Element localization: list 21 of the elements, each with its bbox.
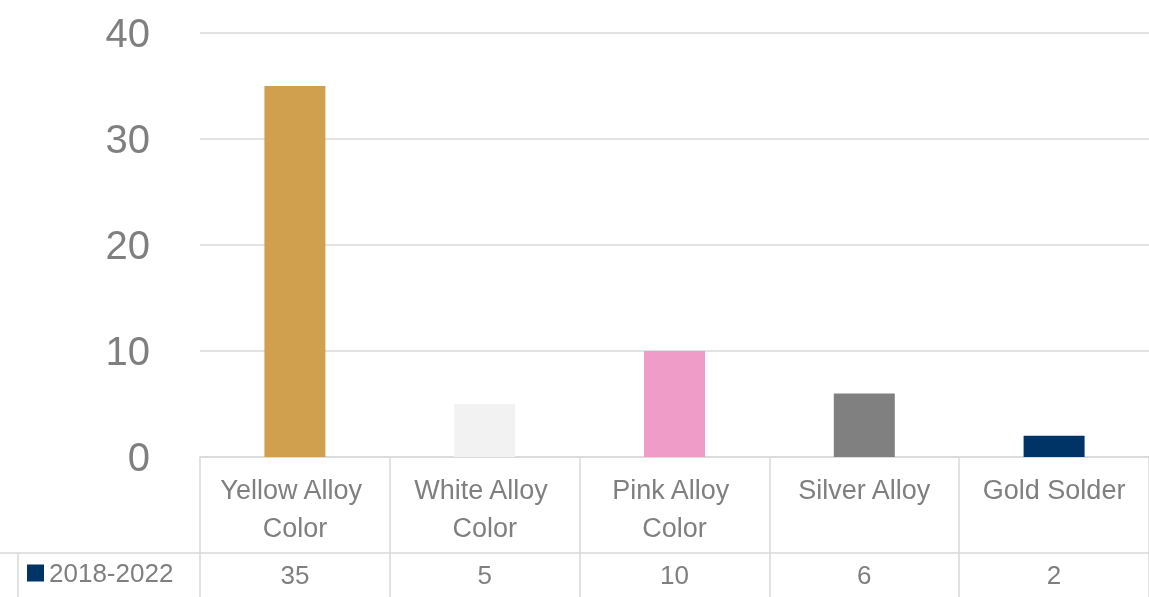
data-label: 10 <box>660 560 689 590</box>
bar <box>644 351 705 457</box>
legend-label: 2018-2022 <box>49 558 174 588</box>
bar <box>1023 435 1085 457</box>
y-tick-label: 10 <box>105 329 150 373</box>
x-tick-label: Gold Solder <box>982 475 1126 505</box>
data-label: 2 <box>1046 560 1062 590</box>
x-tick-label: White Alloy Color <box>414 475 556 543</box>
x-tick-label: Yellow Alloy Color <box>220 475 370 543</box>
y-tick-label: 20 <box>105 223 150 267</box>
bar <box>454 404 516 457</box>
y-tick-label: 0 <box>127 435 150 479</box>
data-label: 6 <box>857 560 872 590</box>
y-tick-label: 40 <box>105 11 150 55</box>
data-label: 35 <box>280 560 310 590</box>
data-label: 5 <box>477 560 492 590</box>
bar <box>833 393 895 457</box>
x-tick-label: Silver Alloy <box>798 475 931 505</box>
y-tick-label: 30 <box>105 117 150 161</box>
bar <box>264 86 326 457</box>
x-tick-label: Pink Alloy Color <box>612 475 737 543</box>
